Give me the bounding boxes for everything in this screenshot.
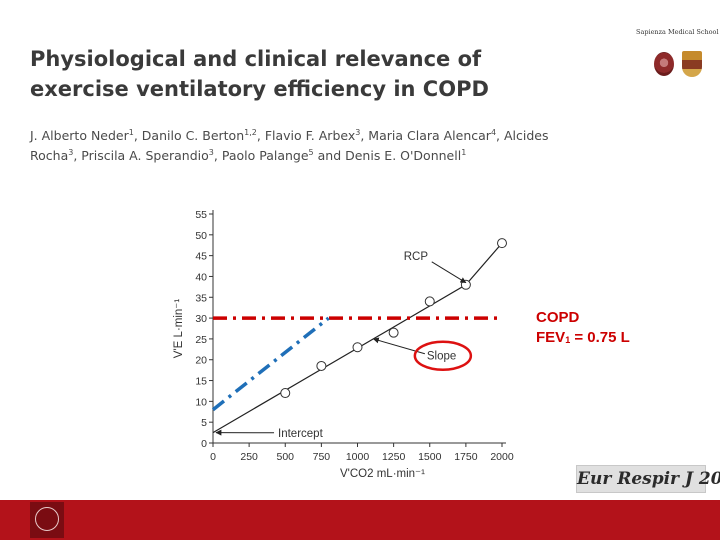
annotation-arrow (431, 261, 467, 284)
ventilatory-efficiency-chart: 0 5 10 15 20 25 30 35 40 45 50 55 0 250 500 750 1000 1250… (173, 209, 514, 480)
author: Paolo Palange (221, 148, 309, 164)
university-seal-icon (654, 52, 674, 76)
college-crest-icon (682, 51, 702, 77)
data-point (424, 296, 435, 307)
author-affiliation: 3 (68, 148, 74, 158)
author-list: J. Alberto Neder1, Danilo C. Berton1,2, … (30, 128, 549, 164)
y-tick-label: 20 (195, 355, 207, 367)
author: Maria Clara Alencar (368, 128, 491, 144)
author: J. Alberto Neder (30, 128, 129, 144)
y-axis-label: V'E L·min⁻¹ (173, 299, 185, 359)
paper-title-line-2: exercise ventilatory efficiency in COPD (30, 77, 489, 101)
author-affiliation: 3 (355, 128, 361, 137)
footer-bar (0, 500, 720, 540)
institution-logo: Sapienza Medical School (628, 24, 719, 80)
data-point (316, 360, 327, 371)
y-tick-label: 25 (195, 334, 207, 346)
author: Danilo C. Berton (141, 128, 245, 144)
y-tick-label: 10 (195, 396, 207, 408)
y-tick-label: 30 (195, 313, 207, 325)
copd-annotation: COPD FEV1 = 0.75 L (536, 308, 630, 350)
data-point (460, 279, 471, 290)
data-point (280, 388, 291, 399)
y-tick-label: 5 (201, 417, 207, 429)
annotation-slope: Slope (427, 351, 456, 363)
author-affiliation: 5 (308, 148, 314, 158)
extrapolated-slope-line (211, 316, 330, 412)
x-tick-label: 1250 (382, 451, 406, 463)
y-tick-label: 15 (195, 376, 207, 388)
data-point (352, 342, 363, 353)
paper-title-line-1: Physiological and clinical relevance of (30, 47, 482, 71)
annotation-intercept: Intercept (278, 428, 324, 440)
author: Flavio F. Arbex (264, 128, 356, 144)
data-point (497, 238, 507, 249)
author-affiliation: 1 (461, 148, 467, 158)
author: Alcides Rocha (30, 128, 549, 164)
annotation-rcp: RCP (404, 251, 429, 263)
y-tick-label: 40 (195, 271, 207, 283)
x-tick-label: 500 (276, 451, 294, 463)
data-point (388, 327, 399, 338)
y-tick-label: 55 (195, 209, 207, 221)
author-affiliation: 3 (208, 148, 214, 158)
x-tick-label: 2000 (490, 451, 514, 463)
y-tick-label: 45 (195, 251, 207, 263)
regression-line (212, 242, 503, 434)
y-tick-label: 0 (201, 438, 207, 450)
author-affiliation: 1,2 (244, 128, 257, 137)
x-tick-label: 1750 (454, 451, 478, 463)
slope-highlight-ellipse (413, 340, 473, 371)
x-tick-label: 250 (240, 451, 258, 463)
x-axis-label: V'CO2 mL·min⁻¹ (340, 468, 425, 480)
x-tick-label: 750 (313, 451, 331, 463)
x-tick-label: 0 (210, 451, 216, 463)
author-affiliation: 4 (490, 128, 497, 137)
institution-logo-text: Sapienza Medical School (636, 28, 719, 36)
y-tick-label: 50 (195, 230, 207, 242)
paper-title: Physiological and clinical relevance of … (30, 44, 590, 104)
author: Priscila A. Sperandio (81, 148, 209, 164)
x-tick-label: 1000 (346, 451, 370, 463)
copd-annotation-line-1: COPD (536, 309, 580, 326)
author-affiliation: 1 (128, 128, 134, 137)
x-tick-label: 1500 (418, 451, 442, 463)
y-tick-label: 35 (195, 292, 207, 304)
author: Denis E. O'Donnell (345, 148, 462, 164)
sapienza-seal-icon (30, 502, 64, 538)
journal-citation: Eur Respir J 2017 (576, 465, 720, 493)
copd-annotation-line-2: FEV1 = 0.75 L (536, 329, 630, 346)
